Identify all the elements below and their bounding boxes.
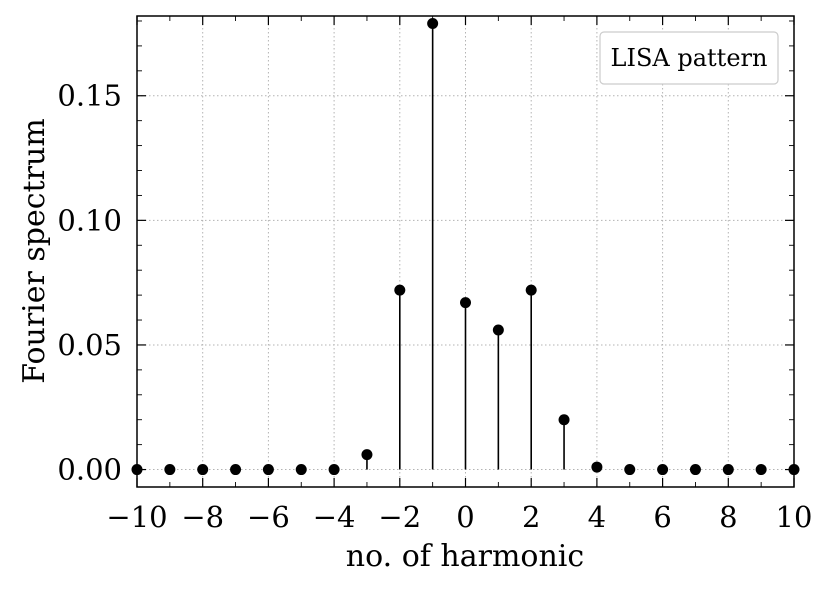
y-axis-label: Fourier spectrum — [17, 118, 52, 383]
x-tick-label: 2 — [522, 500, 540, 534]
x-tick-label: 6 — [653, 500, 671, 534]
x-tick-label: 4 — [588, 500, 606, 534]
axis-ticks — [136, 16, 795, 487]
data-point — [295, 464, 307, 476]
y-tick-label: 0.10 — [57, 203, 122, 237]
x-tick-label: −10 — [106, 500, 167, 534]
stem-lines — [366, 23, 598, 470]
data-point — [755, 464, 767, 476]
x-tick-label: −8 — [181, 500, 224, 534]
data-point — [164, 464, 176, 476]
data-markers — [131, 17, 800, 476]
x-tick-label: −6 — [247, 500, 290, 534]
y-tick-labels: 0.00 0.05 0.10 0.15 — [57, 79, 122, 487]
y-tick-label: 0.15 — [57, 79, 122, 113]
data-point — [657, 464, 669, 476]
legend-box — [599, 31, 779, 85]
data-point — [624, 464, 636, 476]
x-tick-label: 8 — [719, 500, 737, 534]
data-point — [394, 284, 406, 296]
data-point — [591, 461, 603, 473]
data-point — [197, 464, 209, 476]
data-point — [492, 324, 504, 336]
data-point — [230, 464, 242, 476]
x-tick-label: 0 — [456, 500, 474, 534]
x-tick-labels: −10 −8 −6 −4 −2 0 2 4 6 8 10 — [106, 500, 812, 534]
x-tick-label: −4 — [313, 500, 356, 534]
y-tick-label: 0.05 — [57, 328, 122, 362]
x-tick-label: 10 — [776, 500, 813, 534]
legend: LISA pattern — [599, 31, 779, 85]
legend-entry: LISA pattern — [611, 44, 768, 72]
data-point — [722, 464, 734, 476]
data-point — [262, 464, 274, 476]
data-point — [427, 17, 439, 29]
data-point — [460, 297, 471, 309]
data-point — [558, 414, 570, 426]
data-point — [525, 284, 537, 296]
data-point — [361, 449, 373, 461]
y-tick-label: 0.00 — [57, 453, 122, 487]
data-point — [689, 464, 701, 476]
x-axis-label: no. of harmonic — [346, 539, 584, 574]
data-point — [328, 464, 340, 476]
x-tick-label: −2 — [378, 500, 421, 534]
